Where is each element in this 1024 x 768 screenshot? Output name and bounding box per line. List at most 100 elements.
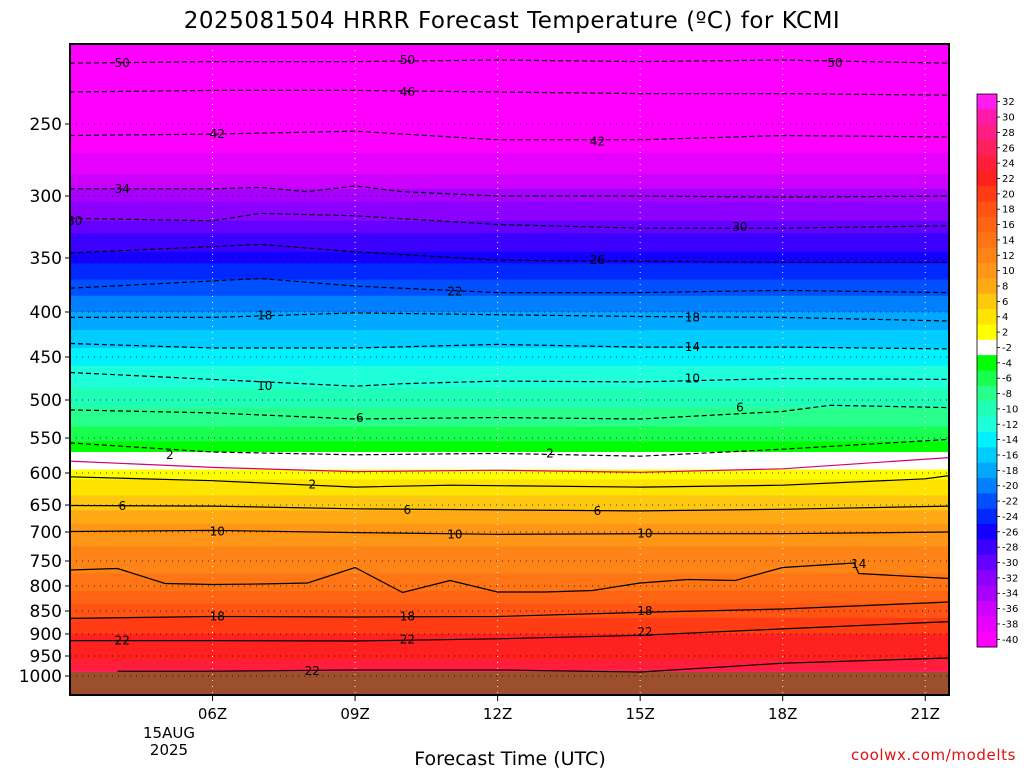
temp-band: [70, 645, 949, 648]
y-tick-label: 600: [30, 464, 62, 484]
temp-band: [70, 561, 949, 565]
temp-band: [70, 160, 949, 168]
temp-band: [70, 343, 949, 349]
temp-band: [70, 84, 949, 93]
ground-surface: [70, 672, 949, 695]
temp-band: [70, 596, 949, 600]
temp-band: [70, 666, 949, 669]
colorbar-swatch: [977, 600, 997, 617]
temp-band: [70, 586, 949, 590]
temp-band: [70, 651, 949, 655]
temp-band: [70, 546, 949, 551]
colorbar-label: 18: [1002, 205, 1015, 216]
temp-band: [70, 473, 949, 477]
temp-band: [70, 145, 949, 154]
y-tick-label: 300: [30, 187, 62, 207]
contour-label: 50: [115, 56, 130, 70]
temp-band: [70, 434, 949, 439]
temp-band: [70, 227, 949, 234]
temp-band: [70, 188, 949, 197]
temp-band: [70, 251, 949, 259]
y-tick-label: 750: [30, 552, 62, 572]
colorbar-swatch: [977, 155, 997, 172]
credit-text: coolwx.com/modelts: [851, 746, 1016, 764]
contour-label: 6: [356, 411, 364, 425]
colorbar-swatch: [977, 585, 997, 602]
temp-band: [70, 622, 949, 626]
colorbar-label: 10: [1002, 266, 1015, 277]
contour-label: 22: [115, 634, 130, 648]
temp-band: [70, 624, 949, 628]
temp-band: [70, 534, 949, 539]
contour-label: 46: [400, 85, 415, 99]
colorbar-label: -34: [1002, 589, 1018, 600]
temp-band: [70, 44, 949, 53]
temp-band: [70, 426, 949, 432]
temp-band: [70, 448, 949, 453]
temp-band: [70, 422, 949, 428]
temp-band: [70, 642, 949, 646]
temp-band: [70, 540, 949, 545]
temp-band: [70, 116, 949, 125]
temp-band: [70, 403, 949, 409]
contour-label: 14: [851, 557, 866, 571]
temp-band: [70, 479, 949, 484]
colorbar-label: -16: [1002, 450, 1018, 461]
isotherm--18: [70, 312, 949, 322]
temp-band: [70, 647, 949, 651]
isotherm--50: [70, 59, 949, 64]
temp-band: [70, 526, 949, 531]
temp-band: [70, 279, 949, 286]
contour-label: 42: [210, 127, 225, 141]
temp-band: [70, 378, 949, 384]
temp-band: [70, 138, 949, 147]
temp-band: [70, 339, 949, 345]
temp-band: [70, 485, 949, 490]
contour-label: 30: [732, 220, 747, 234]
temp-band: [70, 634, 949, 637]
temp-band: [70, 558, 949, 562]
contour-label: 26: [590, 253, 605, 267]
isotherm--26: [70, 243, 949, 263]
contour-label: 22: [305, 664, 320, 678]
chart-title: 2025081504 HRRR Forecast Temperature (ºC…: [184, 8, 840, 34]
temp-band: [70, 489, 949, 493]
temp-band: [70, 357, 949, 363]
y-tick-label: 800: [30, 577, 62, 597]
temp-band: [70, 566, 949, 570]
temp-band: [70, 459, 949, 464]
temp-band: [70, 430, 949, 435]
colorbar-label: -30: [1002, 558, 1018, 569]
temp-band: [70, 664, 949, 667]
colorbar-frame: [976, 93, 998, 648]
temp-band: [70, 285, 949, 292]
temp-band: [70, 615, 949, 619]
temp-band: [70, 407, 949, 413]
temp-band: [70, 529, 949, 533]
temp-band: [70, 638, 949, 642]
temp-band: [70, 631, 949, 635]
colorbar-swatch: [977, 431, 997, 448]
colorbar-swatch: [977, 570, 997, 587]
temp-band: [70, 92, 949, 101]
temp-band: [70, 629, 949, 633]
colorbar-label: 32: [1002, 97, 1015, 108]
temp-band: [70, 233, 949, 241]
isotherm-contours: [70, 59, 949, 673]
y-tick-label: 650: [30, 496, 62, 516]
freezing-line: [70, 457, 949, 473]
temp-band: [70, 583, 949, 587]
temp-band: [70, 603, 949, 607]
temp-band: [70, 174, 949, 183]
temp-band: [70, 131, 949, 140]
x-tick-label: 12Z: [483, 705, 512, 723]
temp-band: [70, 543, 949, 548]
contour-label: 50: [827, 56, 842, 70]
temp-band: [70, 513, 949, 517]
colorbar-label: -12: [1002, 420, 1018, 431]
temp-band: [70, 274, 949, 281]
temp-band: [70, 374, 949, 380]
y-tick-label: 1000: [19, 667, 62, 687]
temp-band: [70, 214, 949, 222]
colorbar-swatch: [977, 539, 997, 556]
